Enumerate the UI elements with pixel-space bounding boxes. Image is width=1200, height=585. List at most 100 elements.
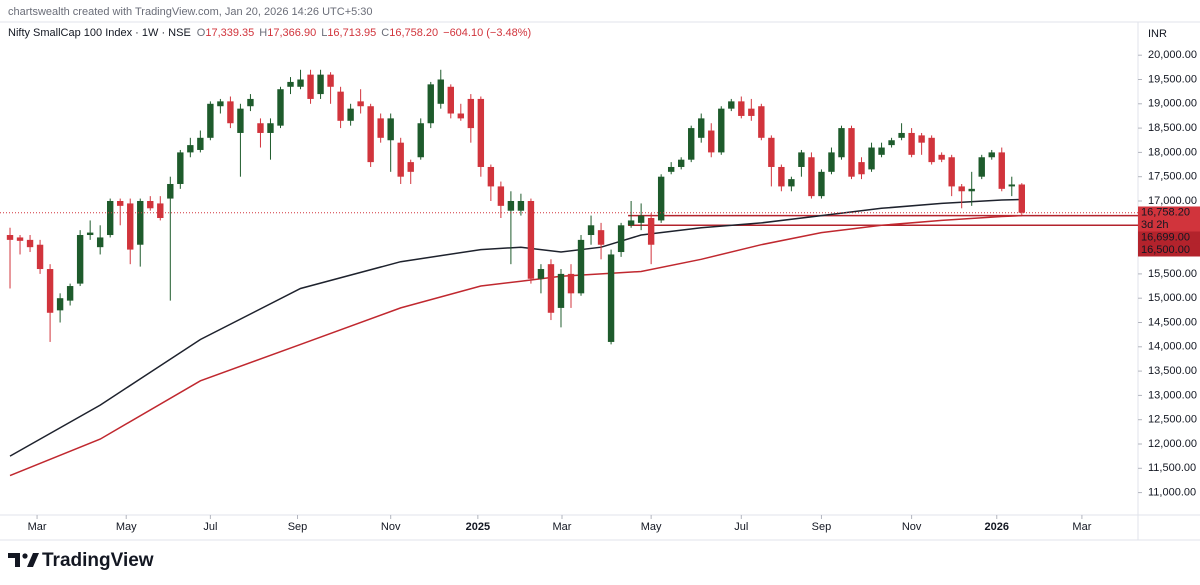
candle-body	[66, 286, 74, 301]
y-tick-label: 14,500.00	[1148, 316, 1197, 328]
x-tick-label: Mar	[28, 521, 47, 533]
x-tick-label: Mar	[1072, 521, 1091, 533]
logo-mark	[8, 553, 20, 567]
candle-body	[798, 152, 805, 167]
candle-body	[457, 113, 465, 119]
candle-body	[327, 74, 334, 87]
legend-value: 16,758.20	[389, 27, 438, 39]
candle-body	[277, 89, 284, 126]
candle-body	[467, 98, 475, 129]
candle-body	[247, 98, 254, 107]
candle-body	[497, 186, 505, 206]
logo-mark	[27, 553, 39, 567]
currency: INR	[1148, 28, 1167, 40]
candle-body	[878, 147, 885, 155]
legend-key: C	[381, 27, 389, 39]
candle-body	[567, 273, 575, 294]
candle-body	[387, 118, 394, 141]
candle-body	[657, 176, 665, 221]
x-tick-label: Jul	[203, 521, 217, 533]
candle-body	[56, 298, 64, 311]
candle-body	[547, 264, 555, 313]
price-box	[1138, 231, 1200, 244]
candle-body	[407, 162, 414, 172]
candle-body	[597, 230, 605, 245]
y-tick-label: 15,500.00	[1148, 268, 1197, 280]
candle-body	[307, 74, 314, 99]
symbol-title: Nifty SmallCap 100 Index · 1W · NSE	[8, 27, 191, 39]
candle-body	[858, 162, 865, 175]
candle-body	[357, 101, 364, 107]
candle-body	[688, 128, 695, 160]
y-tick-label: 18,000.00	[1148, 146, 1197, 158]
candle-body	[36, 244, 44, 270]
candle-body	[607, 254, 615, 342]
y-tick-label: 19,000.00	[1148, 98, 1197, 110]
candle-body	[297, 79, 304, 87]
candle-body	[377, 118, 384, 138]
candle-body	[127, 203, 134, 250]
candle-body	[26, 239, 34, 248]
candle-body	[427, 84, 434, 124]
candle-body	[177, 152, 184, 184]
y-tick-label: 13,500.00	[1148, 365, 1197, 377]
candle-body	[928, 137, 935, 163]
candle-body	[708, 130, 715, 153]
x-tick-label: Jul	[734, 521, 748, 533]
candle-body	[698, 118, 705, 138]
price-box	[1138, 243, 1200, 257]
candle-body	[788, 179, 795, 187]
y-tick-label: 17,500.00	[1148, 171, 1197, 183]
candle-body	[958, 186, 965, 192]
candle-body	[96, 237, 104, 248]
x-tick-label: 2026	[985, 521, 1009, 533]
candle-body	[667, 166, 675, 172]
x-tick-label: Mar	[553, 521, 572, 533]
candle-body	[617, 225, 625, 253]
legend-change: −604.10 (−3.48%)	[443, 27, 531, 39]
candle-body	[998, 152, 1005, 189]
y-tick-label: 11,000.00	[1148, 487, 1196, 499]
candle-body	[647, 218, 655, 245]
candle-body	[848, 128, 855, 177]
candle-body	[718, 108, 725, 153]
candle-body	[738, 101, 745, 116]
candle-body	[257, 123, 264, 133]
y-tick-label: 12,000.00	[1148, 438, 1197, 450]
price-box	[1138, 206, 1200, 219]
x-tick-label: Nov	[381, 521, 401, 533]
price-box-label: 16,699.00	[1141, 232, 1190, 244]
candle-body	[988, 152, 995, 158]
legend-key: L	[321, 27, 327, 39]
y-tick-label: 17,000.00	[1148, 195, 1197, 207]
candle-body	[417, 123, 424, 158]
candle-body	[758, 106, 765, 138]
candle-body	[447, 86, 454, 114]
candle-body	[267, 123, 274, 133]
price-box-label: 16,500.00	[1141, 244, 1190, 256]
candle-body	[808, 157, 815, 197]
candle-body	[838, 128, 845, 158]
y-tick-label: 11,500.00	[1148, 462, 1196, 474]
candle-body	[117, 200, 124, 206]
candle-body	[217, 101, 224, 107]
candle-body	[347, 108, 354, 121]
candle-body	[728, 101, 735, 109]
y-tick-label: 20,000.00	[1148, 49, 1197, 61]
candle-body	[968, 188, 975, 192]
y-tick-label: 12,500.00	[1148, 414, 1197, 426]
candle-body	[577, 239, 585, 294]
moving-average	[9, 214, 1022, 477]
x-tick-label: Sep	[288, 521, 308, 533]
y-tick-label: 19,500.00	[1148, 73, 1197, 85]
legend-value: 17,366.90	[267, 27, 316, 39]
candle-body	[197, 137, 204, 150]
candle-body	[167, 183, 174, 199]
candle-body	[637, 215, 645, 223]
legend-key: H	[259, 27, 267, 39]
candle-body	[76, 235, 84, 284]
candle-body	[1008, 184, 1015, 187]
candle-body	[748, 108, 755, 116]
candle-body	[487, 166, 495, 187]
candle-body	[888, 140, 895, 146]
